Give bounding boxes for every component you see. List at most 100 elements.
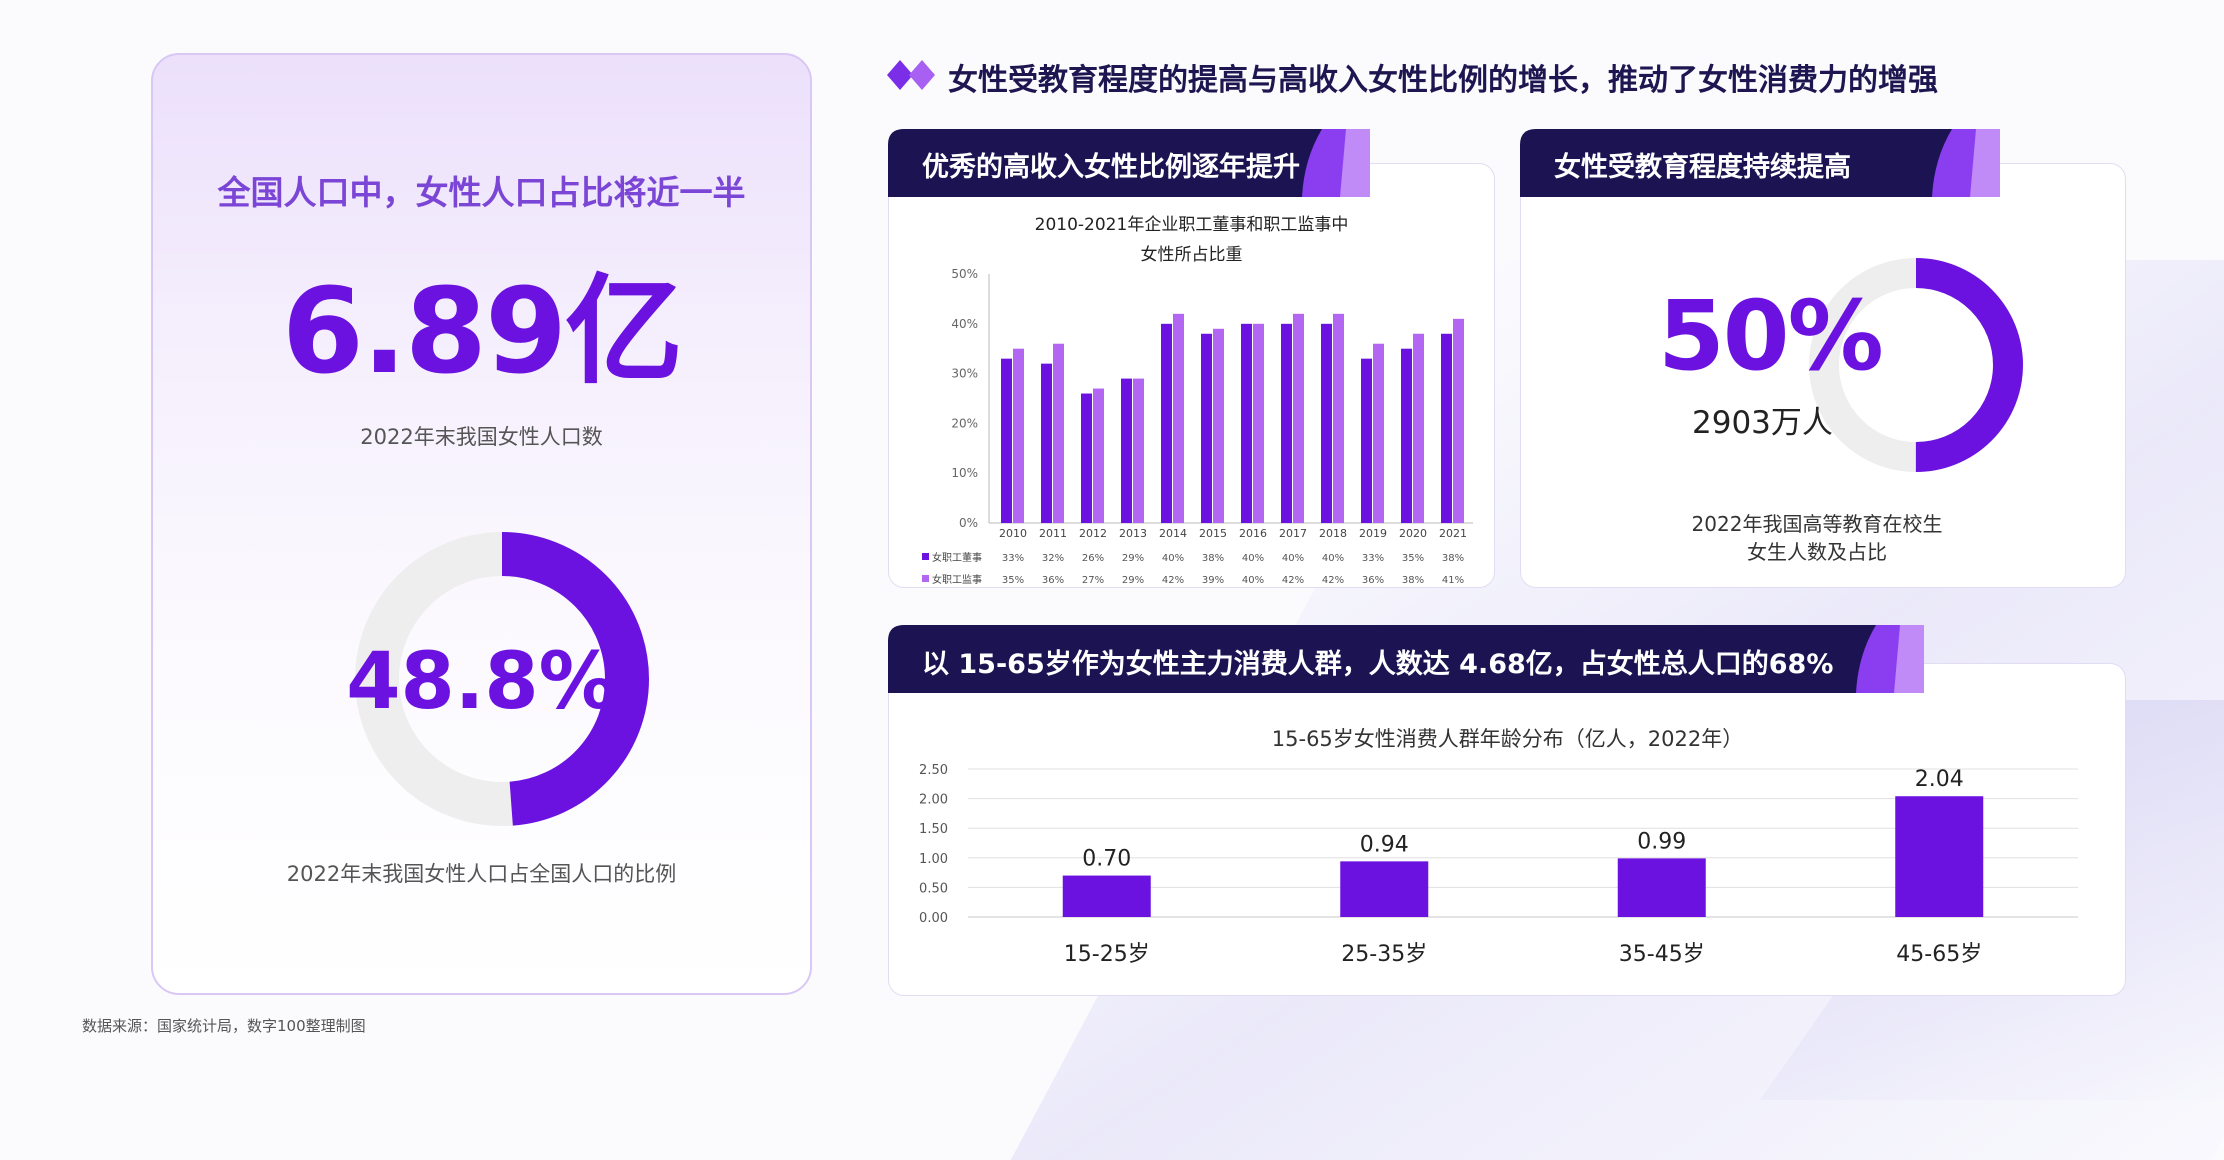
data-table-value: 40%	[1242, 553, 1264, 564]
income-chart-title-line1: 2010-2021年企业职工董事和职工监事中	[1034, 215, 1349, 235]
y-tick-label: 2.50	[919, 763, 948, 778]
bar-2018-0	[1321, 323, 1332, 523]
education-card-banner: 女性受教育程度持续提高	[1520, 129, 2000, 197]
x-tick-label: 2016	[1239, 527, 1267, 540]
data-table-value: 36%	[1042, 575, 1064, 586]
bar-2020-1	[1413, 333, 1424, 523]
bar-2013-0	[1121, 378, 1132, 523]
y-tick-label: 1.50	[919, 822, 948, 837]
x-tick-label: 2020	[1399, 527, 1427, 540]
headline: 女性受教育程度的提高与高收入女性比例的增长，推动了女性消费力的增强	[948, 63, 1938, 98]
bar-2012-1	[1093, 388, 1104, 523]
bar-15-25岁	[1062, 875, 1151, 917]
bar-2014-0	[1161, 323, 1172, 523]
bar-2019-0	[1361, 358, 1372, 523]
x-category-label: 45-65岁	[1896, 942, 1982, 967]
y-tick-label: 2.00	[919, 793, 948, 808]
bar-2013-1	[1133, 378, 1144, 523]
income-chart-title-line2: 女性所占比重	[1140, 245, 1243, 265]
education-caption-line1: 2022年我国高等教育在校生	[1691, 512, 1943, 536]
bar-2017-1	[1293, 313, 1304, 523]
y-tick-label: 50%	[951, 267, 978, 281]
bar-2014-1	[1173, 313, 1184, 523]
diamond-bullet-icon	[887, 60, 935, 90]
bar-2011-1	[1053, 343, 1064, 523]
data-table-value: 33%	[1002, 553, 1024, 564]
x-tick-label: 2011	[1039, 527, 1067, 540]
education-card-title: 女性受教育程度持续提高	[1554, 152, 1851, 183]
education-ratio-donut	[1809, 258, 2023, 472]
left-population-panel: 全国人口中，女性人口占比将近一半 6.89亿 2022年末我国女性人口数 48.…	[151, 53, 812, 995]
bar-35-45岁	[1617, 858, 1706, 917]
data-table-value: 40%	[1242, 575, 1264, 586]
data-table-value: 26%	[1082, 553, 1104, 564]
female-population-number: 6.89亿	[281, 262, 683, 400]
data-table-value: 38%	[1202, 553, 1224, 564]
data-table-value: 38%	[1402, 575, 1424, 586]
data-table-value: 42%	[1162, 575, 1184, 586]
data-table-value: 39%	[1202, 575, 1224, 586]
data-table-value: 38%	[1442, 553, 1464, 564]
bar-2020-0	[1401, 348, 1412, 523]
data-table-value: 40%	[1322, 553, 1344, 564]
bar-2010-1	[1013, 348, 1024, 523]
left-panel-title: 全国人口中，女性人口占比将近一半	[217, 173, 746, 212]
age-card-title: 以 15-65岁作为女性主力消费人群，人数达 4.68亿，占女性总人口的68%	[922, 649, 1834, 680]
female-ratio-caption: 2022年末我国女性人口占全国人口的比例	[286, 862, 677, 886]
y-tick-label: 30%	[951, 367, 978, 381]
x-category-label: 35-45岁	[1619, 942, 1705, 967]
legend-label: 女职工董事	[932, 551, 982, 564]
income-chart-title: 2010-2021年企业职工董事和职工监事中 女性所占比重	[889, 210, 1494, 270]
income-card-title: 优秀的高收入女性比例逐年提升	[922, 152, 1300, 183]
y-tick-label: 0%	[959, 516, 978, 530]
x-category-label: 25-35岁	[1341, 942, 1427, 967]
bar-2018-1	[1333, 313, 1344, 523]
bar-2017-0	[1281, 323, 1292, 523]
donut-arc	[355, 532, 649, 826]
data-table-value: 32%	[1042, 553, 1064, 564]
bar-2016-1	[1253, 323, 1264, 523]
female-ratio-donut	[355, 532, 649, 826]
data-table-value: 40%	[1162, 553, 1184, 564]
female-ratio-value: 48.8%	[346, 637, 617, 727]
bar-2021-0	[1441, 333, 1452, 523]
female-population-caption: 2022年末我国女性人口数	[360, 425, 603, 449]
data-table-value: 36%	[1362, 575, 1384, 586]
age-distribution-bar-chart: 0.00 0.50 1.00 1.50 2.00 2.50 0.70 15-25岁 0.94 25…	[919, 763, 2078, 967]
bar-2015-1	[1213, 328, 1224, 523]
age-chart-title: 15-65岁女性消费人群年龄分布（亿人，2022年）	[1271, 727, 1744, 751]
data-table-value: 29%	[1122, 575, 1144, 586]
y-tick-label: 0.50	[919, 881, 948, 896]
bar-value-label: 2.04	[1915, 767, 1964, 792]
legend-label: 女职工监事	[932, 573, 982, 586]
bar-2010-0	[1001, 358, 1012, 523]
legend-swatch-0	[922, 553, 929, 560]
data-table-value: 35%	[1002, 575, 1024, 586]
x-tick-label: 2015	[1199, 527, 1227, 540]
donut-arc	[1809, 258, 2023, 472]
data-table-value: 42%	[1282, 575, 1304, 586]
education-percent: 50%	[1658, 280, 1884, 392]
y-tick-label: 10%	[951, 466, 978, 480]
bar-2011-0	[1041, 363, 1052, 523]
x-tick-label: 2021	[1439, 527, 1467, 540]
education-count: 2903万人	[1692, 405, 1833, 441]
x-tick-label: 2013	[1119, 527, 1147, 540]
income-ratio-bar-chart: 0% 10% 20% 30% 40% 50% 2010 2011 2012 2013 2014 201…	[922, 267, 1473, 586]
legend-swatch-1	[922, 575, 929, 582]
education-caption-line2: 女生人数及占比	[1747, 540, 1887, 564]
income-card-banner: 优秀的高收入女性比例逐年提升	[888, 129, 1370, 197]
x-tick-label: 2019	[1359, 527, 1387, 540]
data-table-value: 35%	[1402, 553, 1424, 564]
bar-value-label: 0.70	[1082, 847, 1131, 872]
data-table-value: 29%	[1122, 553, 1144, 564]
x-category-label: 15-25岁	[1064, 942, 1150, 967]
y-tick-label: 1.00	[919, 852, 948, 867]
x-tick-label: 2017	[1279, 527, 1307, 540]
bar-value-label: 0.94	[1360, 832, 1409, 857]
x-tick-label: 2014	[1159, 527, 1187, 540]
age-card-banner: 以 15-65岁作为女性主力消费人群，人数达 4.68亿，占女性总人口的68%	[888, 625, 1924, 693]
y-tick-label: 40%	[951, 317, 978, 331]
education-caption: 2022年我国高等教育在校生 女生人数及占比	[1520, 510, 2114, 566]
bar-2019-1	[1373, 343, 1384, 523]
